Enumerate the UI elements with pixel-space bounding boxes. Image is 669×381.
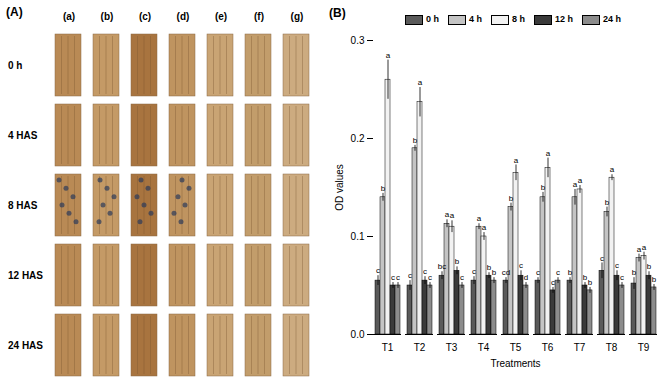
svg-text:b: b bbox=[541, 183, 546, 192]
svg-text:(g): (g) bbox=[291, 11, 304, 22]
svg-text:cd: cd bbox=[502, 268, 510, 277]
html-text:4 h: 4 h bbox=[469, 14, 482, 24]
svg-text:T1: T1 bbox=[382, 342, 394, 353]
svg-text:b: b bbox=[509, 194, 514, 203]
html-text:8 h: 8 h bbox=[512, 14, 525, 24]
svg-text:b: b bbox=[455, 257, 460, 266]
svg-text:c: c bbox=[460, 273, 464, 282]
svg-text:a: a bbox=[514, 156, 519, 165]
svg-text:0.2: 0.2 bbox=[351, 133, 365, 144]
svg-text:T4: T4 bbox=[478, 342, 490, 353]
svg-text:0.1: 0.1 bbox=[351, 231, 365, 242]
svg-text:(a): (a) bbox=[63, 11, 75, 22]
svg-text:c: c bbox=[391, 273, 395, 282]
svg-text:(A): (A) bbox=[6, 5, 23, 19]
html-text:12 h: 12 h bbox=[555, 14, 574, 24]
svg-text:T6: T6 bbox=[542, 342, 554, 353]
svg-text:b: b bbox=[381, 184, 386, 193]
svg-text:a: a bbox=[642, 243, 647, 252]
svg-text:0.3: 0.3 bbox=[351, 35, 365, 46]
svg-text:T9: T9 bbox=[638, 342, 650, 353]
html-text:24 h: 24 h bbox=[603, 14, 622, 24]
svg-text:c: c bbox=[423, 267, 427, 276]
svg-text:(d): (d) bbox=[177, 11, 190, 22]
svg-text:a: a bbox=[636, 244, 642, 254]
svg-text:4 HAS: 4 HAS bbox=[8, 130, 38, 141]
svg-text:(b): (b) bbox=[101, 11, 114, 22]
svg-text:(e): (e) bbox=[215, 11, 227, 22]
svg-text:a: a bbox=[418, 78, 423, 87]
svg-text:a: a bbox=[546, 149, 551, 158]
svg-text:b: b bbox=[486, 263, 492, 273]
svg-text:T8: T8 bbox=[606, 342, 618, 353]
svg-text:a: a bbox=[578, 176, 583, 185]
svg-text:T7: T7 bbox=[574, 342, 586, 353]
svg-text:bc: bc bbox=[438, 262, 446, 271]
svg-text:c: c bbox=[519, 261, 523, 270]
html-text:0 h: 0 h bbox=[426, 14, 439, 24]
svg-text:c: c bbox=[472, 267, 476, 276]
svg-text:b: b bbox=[647, 262, 652, 271]
svg-text:b: b bbox=[652, 275, 657, 284]
svg-text:c: c bbox=[556, 268, 560, 277]
svg-text:8 HAS: 8 HAS bbox=[8, 200, 38, 211]
svg-text:a: a bbox=[477, 214, 482, 223]
svg-text:c: c bbox=[620, 273, 624, 282]
svg-text:a: a bbox=[450, 211, 455, 220]
svg-text:c: c bbox=[396, 273, 400, 282]
svg-text:c: c bbox=[600, 254, 604, 263]
svg-text:c: c bbox=[551, 278, 555, 287]
svg-text:T5: T5 bbox=[510, 342, 522, 353]
svg-text:c: c bbox=[428, 273, 432, 282]
svg-text:24 HAS: 24 HAS bbox=[8, 340, 43, 351]
svg-text:b: b bbox=[582, 273, 588, 283]
svg-text:a: a bbox=[444, 210, 450, 220]
svg-text:b: b bbox=[632, 268, 637, 277]
svg-text:b: b bbox=[413, 136, 418, 145]
svg-text:b: b bbox=[605, 198, 610, 207]
svg-text:b: b bbox=[568, 268, 573, 277]
svg-text:T3: T3 bbox=[446, 342, 458, 353]
svg-text:b: b bbox=[492, 268, 497, 277]
svg-text:(f): (f) bbox=[254, 11, 264, 22]
svg-text:OD values: OD values bbox=[334, 164, 345, 211]
svg-text:0.0: 0.0 bbox=[351, 329, 365, 340]
svg-text:T2: T2 bbox=[414, 342, 426, 353]
svg-text:(c): (c) bbox=[139, 11, 151, 22]
svg-text:12 HAS: 12 HAS bbox=[8, 270, 43, 281]
svg-text:d: d bbox=[524, 273, 528, 282]
svg-text:a: a bbox=[572, 180, 578, 189]
svg-text:c: c bbox=[615, 261, 619, 270]
svg-text:b: b bbox=[588, 278, 593, 287]
svg-text:a: a bbox=[610, 165, 615, 174]
svg-text:0 h: 0 h bbox=[8, 60, 22, 71]
svg-text:c: c bbox=[376, 266, 380, 275]
svg-text:a: a bbox=[386, 51, 391, 60]
svg-text:Treatments: Treatments bbox=[490, 358, 540, 369]
html-text:(B): (B) bbox=[329, 6, 346, 20]
svg-text:c: c bbox=[408, 271, 412, 280]
svg-text:c: c bbox=[536, 268, 540, 277]
svg-text:a: a bbox=[482, 223, 487, 232]
